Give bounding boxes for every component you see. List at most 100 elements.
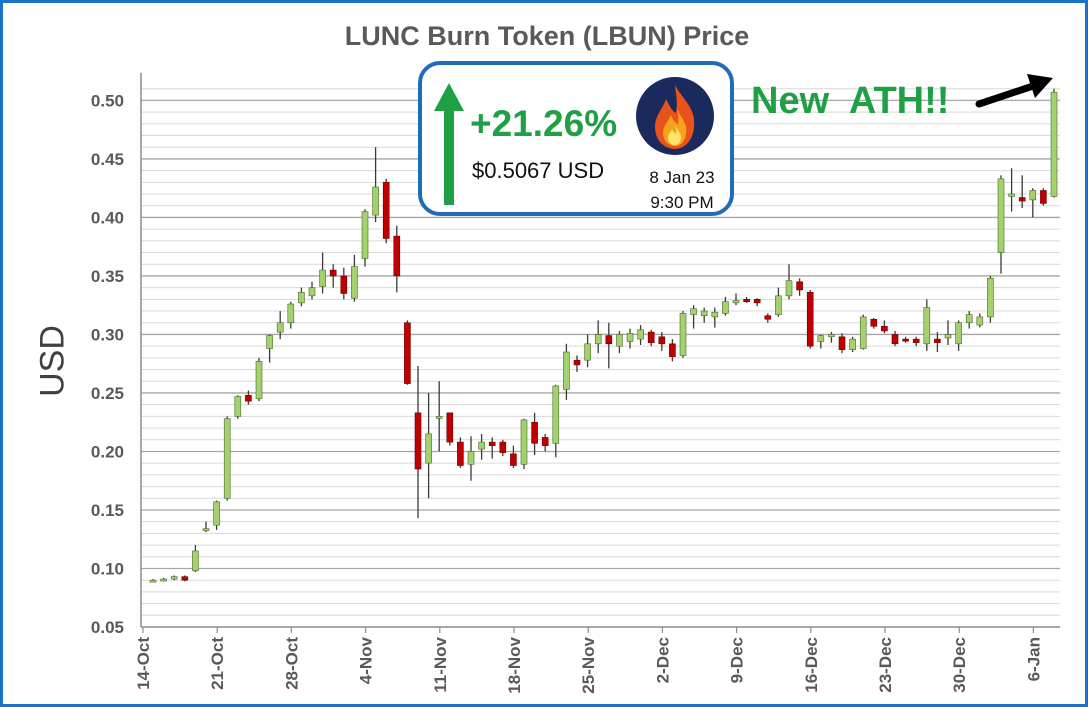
candle-body-up bbox=[478, 441, 485, 450]
x-tick-label: 14-Oct bbox=[134, 637, 153, 690]
candle bbox=[1040, 188, 1047, 206]
candle-body-up bbox=[266, 335, 273, 349]
candle bbox=[563, 343, 570, 400]
candle-body-up bbox=[276, 322, 284, 333]
candle-body-up bbox=[722, 301, 729, 314]
candle-body-up bbox=[859, 316, 867, 349]
candle bbox=[382, 178, 390, 244]
candle-body-down bbox=[541, 437, 549, 446]
candle-body-up bbox=[849, 338, 856, 350]
price-change: +21.26% bbox=[470, 103, 618, 144]
candle-body-up bbox=[626, 332, 634, 342]
candle-body-down bbox=[245, 394, 252, 402]
candle bbox=[616, 330, 623, 354]
candle bbox=[308, 281, 316, 300]
fire-icon bbox=[636, 77, 714, 155]
candle-body-down bbox=[764, 315, 772, 320]
candle bbox=[965, 311, 973, 329]
candle-body-up bbox=[976, 316, 984, 326]
x-tick-label: 16-Dec bbox=[802, 637, 821, 693]
x-tick-label: 4-Nov bbox=[357, 636, 376, 684]
candle bbox=[764, 313, 772, 323]
candle bbox=[298, 287, 305, 307]
candle bbox=[658, 332, 666, 351]
callout-date: 8 Jan 23 bbox=[649, 168, 715, 187]
candle bbox=[319, 252, 326, 294]
candle bbox=[753, 298, 761, 307]
candle-body-down bbox=[912, 338, 920, 343]
candle-body-down bbox=[393, 235, 401, 277]
candle-body-up bbox=[435, 416, 443, 419]
y-tick-label: 0.10 bbox=[91, 559, 124, 578]
x-tick-label: 2-Dec bbox=[653, 637, 672, 683]
candle-body-down bbox=[510, 453, 517, 466]
y-tick-label: 0.15 bbox=[91, 501, 124, 520]
candle-body-down bbox=[743, 299, 750, 302]
candle-body-down bbox=[658, 336, 666, 345]
candle-body-down bbox=[382, 182, 390, 239]
candle-body-up bbox=[828, 334, 835, 338]
candle bbox=[287, 301, 295, 329]
candle-body-up bbox=[637, 329, 644, 340]
y-tick-label: 0.30 bbox=[91, 325, 124, 344]
candle-body-down bbox=[881, 325, 888, 332]
candle-body-down bbox=[934, 338, 941, 343]
candle bbox=[626, 328, 634, 349]
candle-body-up bbox=[679, 313, 687, 356]
candle bbox=[955, 320, 962, 351]
candle bbox=[234, 395, 242, 419]
candle bbox=[796, 278, 803, 296]
y-tick-label: 0.50 bbox=[91, 91, 124, 110]
candle bbox=[223, 416, 231, 501]
x-tick-label: 23-Dec bbox=[876, 637, 895, 693]
candle-body-up bbox=[298, 292, 305, 304]
candle bbox=[1018, 175, 1026, 209]
candle bbox=[531, 412, 538, 455]
candle bbox=[149, 579, 157, 583]
candle bbox=[1029, 188, 1037, 218]
candle-body-up bbox=[700, 310, 708, 317]
candle bbox=[170, 575, 178, 581]
candle-body-up bbox=[160, 578, 167, 582]
candle bbox=[743, 297, 750, 303]
price-callout: +21.26% $0.5067 USD 8 Jan 23 9:30 PM bbox=[418, 61, 734, 216]
candle-body-up bbox=[785, 280, 793, 297]
candle bbox=[478, 433, 485, 460]
candle bbox=[722, 297, 729, 316]
x-tick-label: 25-Nov bbox=[579, 636, 598, 693]
callout-time: 9:30 PM bbox=[650, 193, 714, 212]
candle bbox=[902, 336, 909, 343]
candle bbox=[605, 322, 613, 369]
candle-body-up bbox=[616, 334, 623, 347]
candle bbox=[785, 264, 793, 300]
candle-body-up bbox=[965, 314, 973, 324]
x-tick-label: 18-Nov bbox=[505, 636, 524, 693]
candle bbox=[647, 329, 655, 347]
candle bbox=[202, 521, 210, 533]
candle-body-up bbox=[425, 433, 432, 464]
candle-body-down bbox=[605, 335, 613, 345]
candle bbox=[1008, 168, 1015, 212]
candle-body-down bbox=[753, 299, 761, 304]
candle-body-down bbox=[1018, 197, 1026, 202]
candle-body-down bbox=[457, 441, 464, 466]
candle-body-up bbox=[955, 322, 962, 345]
candle-body-up bbox=[223, 418, 231, 499]
candle bbox=[340, 267, 348, 300]
candle bbox=[817, 334, 825, 349]
candle-body-down bbox=[796, 281, 803, 291]
candle-body-down bbox=[806, 292, 814, 347]
candle-body-up bbox=[361, 211, 369, 259]
y-tick-label: 0.40 bbox=[91, 208, 124, 227]
candle-body-down bbox=[902, 338, 909, 342]
y-tick-label: 0.05 bbox=[91, 618, 124, 637]
candle-body-down bbox=[181, 576, 189, 581]
candle-body-up bbox=[213, 501, 220, 526]
candle bbox=[520, 418, 528, 470]
candle-body-up bbox=[351, 266, 358, 299]
candle bbox=[404, 320, 411, 385]
candle-body-up bbox=[1008, 193, 1015, 197]
candle-body-up bbox=[552, 385, 560, 444]
candle-body-up bbox=[520, 419, 528, 465]
candle bbox=[414, 366, 422, 519]
